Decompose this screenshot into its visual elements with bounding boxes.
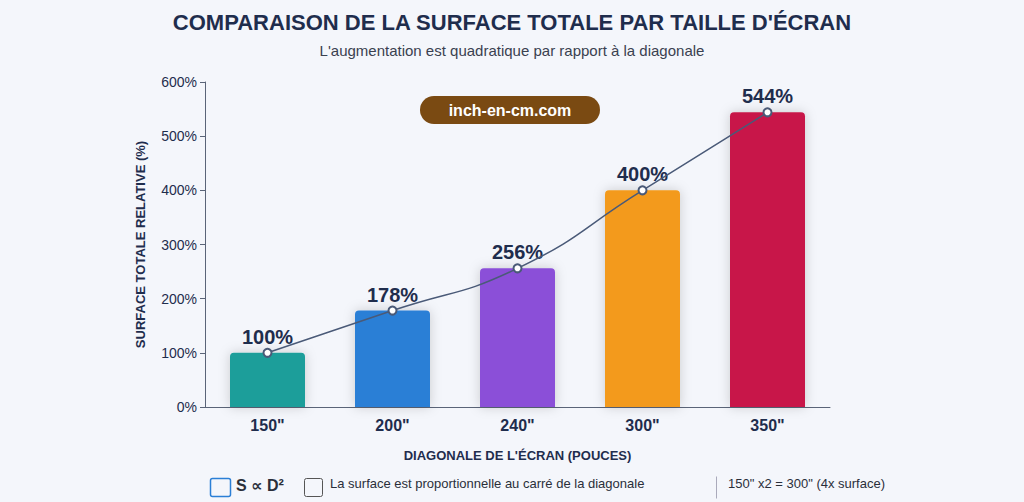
svg-text:COMPARAISON DE LA SURFACE TOTA: COMPARAISON DE LA SURFACE TOTALE PAR TAI… — [173, 10, 851, 35]
svg-text:300": 300" — [625, 417, 659, 434]
svg-text:SURFACE TOTALE RELATIVE (%): SURFACE TOTALE RELATIVE (%) — [133, 141, 148, 348]
svg-text:100%: 100% — [242, 326, 293, 348]
svg-text:240": 240" — [500, 417, 534, 434]
svg-text:178%: 178% — [367, 284, 418, 306]
svg-text:0%: 0% — [177, 399, 197, 415]
svg-text:350": 350" — [750, 417, 784, 434]
svg-text:500%: 500% — [161, 128, 197, 144]
svg-text:S ∝ D²: S ∝ D² — [236, 477, 284, 494]
svg-text:200": 200" — [375, 417, 409, 434]
svg-text:400%: 400% — [617, 163, 668, 185]
svg-text:600%: 600% — [161, 74, 197, 90]
svg-text:100%: 100% — [161, 345, 197, 361]
svg-text:150": 150" — [250, 417, 284, 434]
svg-text:DIAGONALE DE L'ÉCRAN (POUCES): DIAGONALE DE L'ÉCRAN (POUCES) — [404, 448, 632, 463]
svg-text:256%: 256% — [491, 241, 544, 264]
svg-text:400%: 400% — [161, 182, 197, 198]
svg-text:300%: 300% — [161, 237, 197, 253]
svg-text:200%: 200% — [161, 291, 197, 307]
svg-text:inch-en-cm.com: inch-en-cm.com — [449, 102, 572, 119]
svg-text:544%: 544% — [742, 85, 793, 107]
svg-text:La surface est proportionnelle: La surface est proportionnelle au carré … — [330, 476, 644, 491]
svg-text:150" x2 = 300" (4x surface): 150" x2 = 300" (4x surface) — [728, 476, 885, 491]
svg-text:L'augmentation est quadratique: L'augmentation est quadratique par rappo… — [320, 42, 705, 59]
